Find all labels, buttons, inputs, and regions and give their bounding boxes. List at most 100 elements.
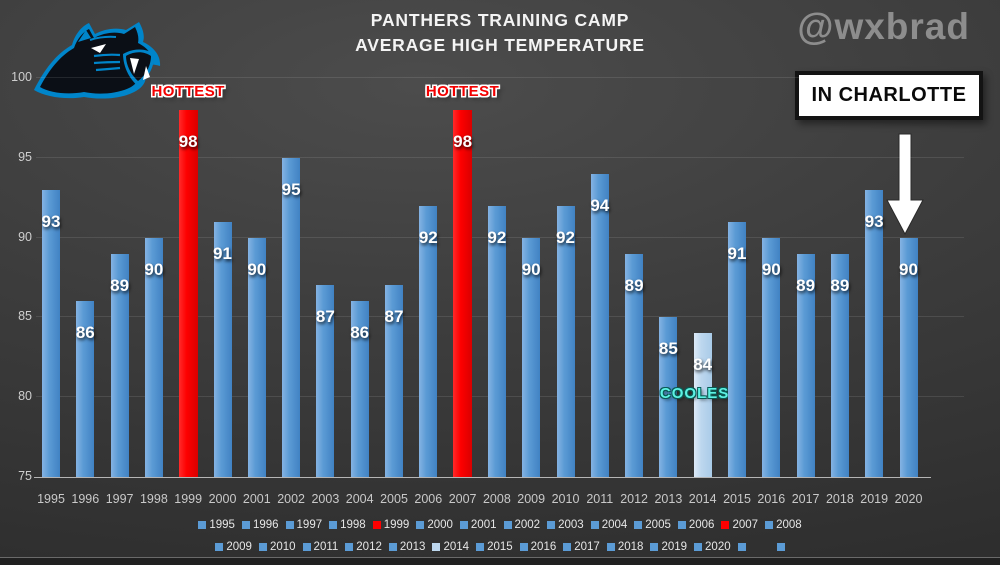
- legend-label: 2016: [530, 541, 557, 553]
- x-axis-label-2011: 2011: [586, 492, 614, 506]
- bar-2013: [659, 317, 678, 477]
- x-axis-label-2001: 2001: [242, 492, 271, 506]
- legend-label: 2010: [269, 541, 296, 553]
- legend-item-2008: 2008: [765, 519, 802, 531]
- legend-label: 2011: [313, 541, 339, 553]
- chart-title-line2: AVERAGE HIGH TEMPERATURE: [355, 35, 645, 55]
- bar-1999: [178, 109, 198, 477]
- legend-item-2012: 2012: [345, 541, 382, 553]
- bar-value-1998: 90: [144, 259, 164, 279]
- legend-label: 2003: [558, 519, 584, 531]
- hottest-annotation-2007: HOTTEST: [425, 82, 500, 100]
- legend-label: 2006: [688, 519, 715, 531]
- legend-label: 1999: [383, 519, 410, 531]
- chart-title: PANTHERS TRAINING CAMP AVERAGE HIGH TEMP…: [0, 8, 1000, 58]
- bar-value-2014: 84: [693, 355, 713, 375]
- legend-item-blank-2: [776, 543, 785, 551]
- legend-item-2011: 2011: [302, 541, 339, 553]
- y-axis-tick-95: 95: [18, 149, 32, 164]
- legend-label: 2020: [705, 541, 731, 553]
- x-axis-label-2016: 2016: [757, 492, 786, 506]
- legend-swatch-icon: [416, 521, 425, 529]
- bar-2010: [556, 205, 575, 477]
- legend-item-2018: 2018: [606, 541, 643, 553]
- x-axis-label-2003: 2003: [311, 492, 340, 506]
- legend-label: 2019: [661, 541, 688, 553]
- x-axis-label-2015: 2015: [723, 492, 751, 506]
- bar-2017: [796, 253, 815, 477]
- legend-item-2009: 2009: [215, 541, 252, 553]
- plot-area: 75 80 85 90 95 100 93 1995 86 1996 89 1997 90 1998 98 1…: [11, 70, 966, 506]
- bar-value-2001: 90: [247, 259, 267, 279]
- legend-item-2005: 2005: [634, 519, 671, 531]
- legend-item-1998: 1998: [329, 519, 366, 531]
- legend-item-2016: 2016: [519, 541, 557, 553]
- legend-swatch-icon: [776, 543, 785, 551]
- y-axis-tick-100: 100: [11, 70, 32, 84]
- callout-label: IN CHARLOTTE: [811, 84, 967, 106]
- legend-swatch-icon: [302, 543, 311, 551]
- legend-label: 2014: [443, 541, 470, 553]
- bar-2005: [385, 285, 403, 477]
- bar-2016: [762, 237, 781, 477]
- x-axis-label-1996: 1996: [71, 492, 100, 506]
- bar-value-2015: 91: [727, 243, 747, 263]
- x-axis-label-2005: 2005: [380, 492, 408, 506]
- bar-2006: [419, 205, 438, 477]
- y-axis-tick-75: 75: [18, 469, 32, 483]
- legend-item-2019: 2019: [650, 541, 687, 553]
- x-axis-label-2008: 2008: [482, 492, 511, 506]
- bar-2007: [453, 109, 473, 477]
- legend-swatch-icon: [606, 543, 615, 551]
- legend-swatch-icon: [241, 521, 250, 529]
- legend-item-1997: 1997: [285, 519, 322, 531]
- legend-item-1995: 1995: [198, 519, 235, 531]
- x-axis-label-2009: 2009: [517, 492, 546, 506]
- legend-item-2014: 2014: [432, 541, 469, 553]
- bar-1998: [144, 237, 163, 477]
- y-axis-tick-80: 80: [18, 389, 32, 404]
- legend-swatch-icon: [677, 521, 686, 529]
- legend-swatch-icon: [519, 543, 528, 551]
- legend-label: 2017: [574, 541, 600, 553]
- legend-item-1996: 1996: [241, 519, 279, 531]
- legend-label: 1995: [209, 519, 235, 531]
- bar-value-2011: 94: [590, 195, 610, 215]
- legend-label: 2009: [226, 541, 252, 553]
- x-axis-label-1998: 1998: [139, 492, 168, 506]
- x-axis-label-2019: 2019: [860, 492, 889, 506]
- legend-label: 2002: [514, 519, 541, 531]
- legend-item-2003: 2003: [547, 519, 584, 531]
- legend-swatch-icon: [590, 521, 599, 529]
- bar-2008: [487, 205, 506, 477]
- legend-swatch-icon: [650, 543, 659, 551]
- legend-item-2004: 2004: [590, 519, 628, 531]
- bar-value-2016: 90: [761, 259, 781, 279]
- legend-item-2020: 2020: [694, 541, 731, 553]
- legend-swatch-icon: [459, 521, 468, 529]
- callout-box: IN CHARLOTTE: [795, 71, 983, 120]
- x-axis-label-2017: 2017: [791, 492, 820, 506]
- x-axis-label-2004: 2004: [345, 492, 374, 506]
- legend-swatch-icon: [634, 521, 643, 529]
- x-axis-label-2013: 2013: [654, 492, 683, 506]
- legend-label: 2012: [356, 541, 382, 553]
- legend-item-2013: 2013: [388, 541, 425, 553]
- bar-2004: [350, 301, 369, 477]
- legend-item-1999: 1999: [372, 519, 410, 531]
- legend-swatch-icon: [721, 521, 730, 529]
- hottest-annotation-1999: HOTTEST: [151, 82, 225, 100]
- legend-item-2015: 2015: [476, 541, 513, 553]
- bar-2019: [865, 189, 884, 477]
- legend-label: 2004: [601, 519, 628, 531]
- bar-value-2013: 85: [658, 339, 678, 359]
- bar-value-2005: 87: [384, 307, 404, 327]
- legend-item-blank-1: [737, 543, 746, 551]
- legend-item-2001: 2001: [459, 519, 497, 531]
- bottom-divider: [0, 557, 1000, 565]
- watermark-handle: @wxbrad: [797, 6, 970, 47]
- bar-2001: [247, 237, 266, 477]
- x-axis-label-2014: 2014: [688, 492, 717, 506]
- y-axis-tick-85: 85: [18, 309, 32, 324]
